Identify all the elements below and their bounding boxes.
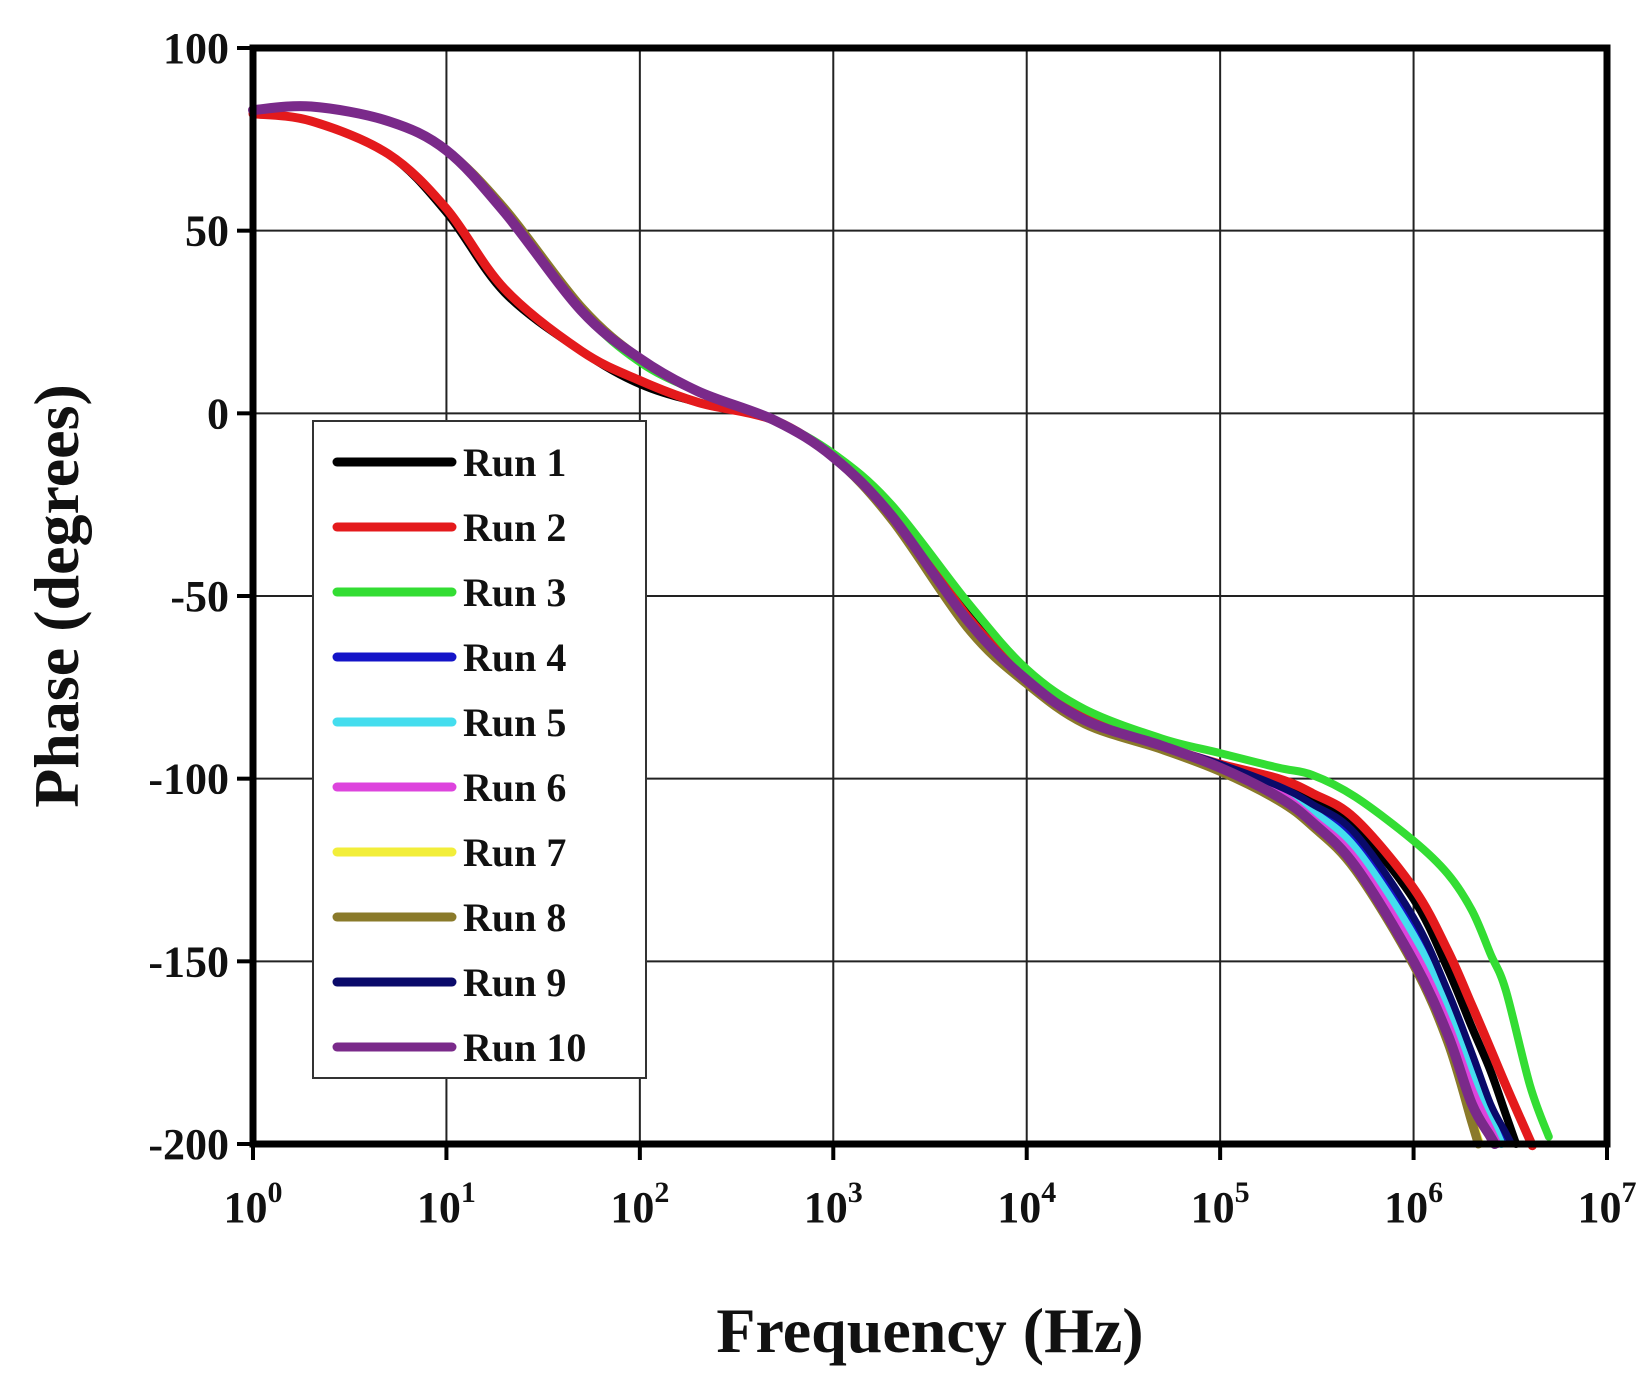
legend-label-run-10: Run 10 <box>463 1025 586 1070</box>
legend-label-run-6: Run 6 <box>463 765 566 810</box>
x-axis-title: Frequency (Hz) <box>716 1295 1143 1366</box>
x-tick-label: 106 <box>1384 1176 1443 1232</box>
legend-label-run-9: Run 9 <box>463 960 566 1005</box>
x-tick-label: 107 <box>1578 1176 1637 1232</box>
y-tick-label: -150 <box>148 937 229 986</box>
x-tick-label: 100 <box>224 1176 283 1232</box>
y-tick-label: -50 <box>170 572 229 621</box>
legend-label-run-7: Run 7 <box>463 830 566 875</box>
x-tick-label: 104 <box>997 1176 1056 1232</box>
y-axis-title: Phase (degrees) <box>21 384 92 808</box>
x-tick-label: 103 <box>804 1176 863 1232</box>
y-tick-label: 50 <box>185 207 229 256</box>
series-line-run-10 <box>248 101 1500 1149</box>
y-axis-ticks: 100 50 0 -50 -100 -150 -200 <box>148 24 253 1169</box>
legend-label-run-5: Run 5 <box>463 700 566 745</box>
x-axis-ticks: 100 101 102 103 104 105 106 107 <box>224 1144 1637 1232</box>
y-tick-label: -100 <box>148 755 229 804</box>
y-tick-label: 100 <box>163 24 229 73</box>
series-lines <box>248 101 1553 1151</box>
x-tick-label: 101 <box>417 1176 476 1232</box>
y-tick-label: 0 <box>207 389 229 438</box>
legend-label-run-1: Run 1 <box>463 440 566 485</box>
legend: Run 1 Run 2 Run 3 Run 4 Run 5 Run 6 Run 7 Run 8… <box>312 420 647 1079</box>
legend-label-run-4: Run 4 <box>463 635 566 680</box>
legend-label-run-3: Run 3 <box>463 570 566 615</box>
legend-label-run-2: Run 2 <box>463 505 566 550</box>
legend-box <box>312 420 647 1079</box>
plot-frame <box>249 44 1611 1148</box>
x-tick-label: 105 <box>1191 1176 1250 1232</box>
legend-label-run-8: Run 8 <box>463 895 566 940</box>
y-tick-label: -200 <box>148 1120 229 1169</box>
x-tick-label: 102 <box>610 1176 669 1232</box>
